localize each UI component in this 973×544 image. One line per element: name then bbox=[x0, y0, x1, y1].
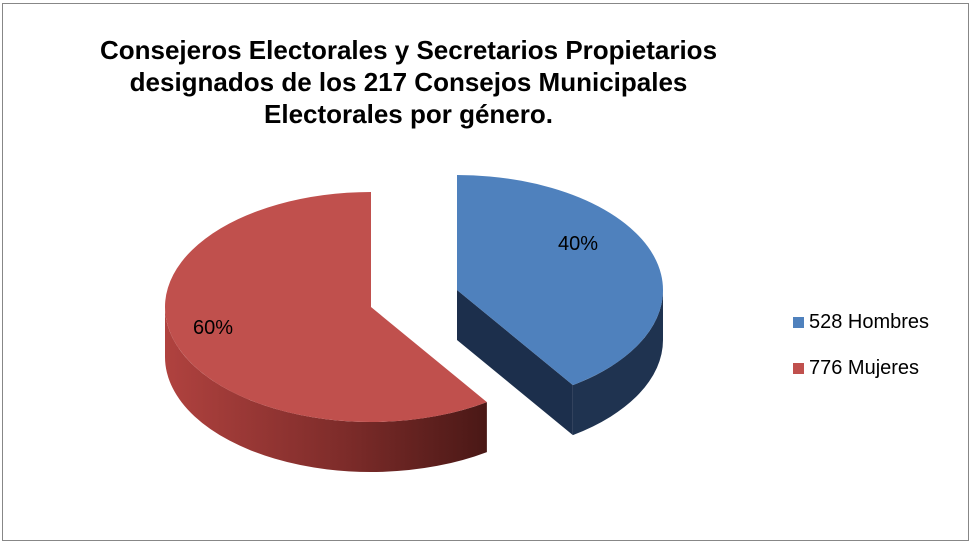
legend-swatch-hombres bbox=[793, 317, 804, 328]
chart-title: Consejeros Electorales y Secretarios Pro… bbox=[99, 35, 718, 129]
pie-slice-hombres bbox=[457, 175, 663, 386]
legend-item-hombres: 528 Hombres bbox=[793, 311, 929, 334]
pie-side-mujeres bbox=[165, 307, 487, 472]
legend-label-mujeres: 776 Mujeres bbox=[809, 357, 920, 379]
pie-face-hombres bbox=[457, 290, 573, 436]
pie-side-hombres bbox=[572, 290, 663, 436]
pie-slice-mujeres bbox=[164, 192, 487, 422]
data-label-hombres: 40% bbox=[558, 233, 599, 255]
legend-label-hombres: 528 Hombres bbox=[809, 311, 930, 333]
data-label-mujeres: 60% bbox=[193, 317, 234, 339]
legend-item-mujeres: 776 Mujeres bbox=[793, 357, 919, 380]
legend-swatch-mujeres bbox=[793, 363, 804, 374]
